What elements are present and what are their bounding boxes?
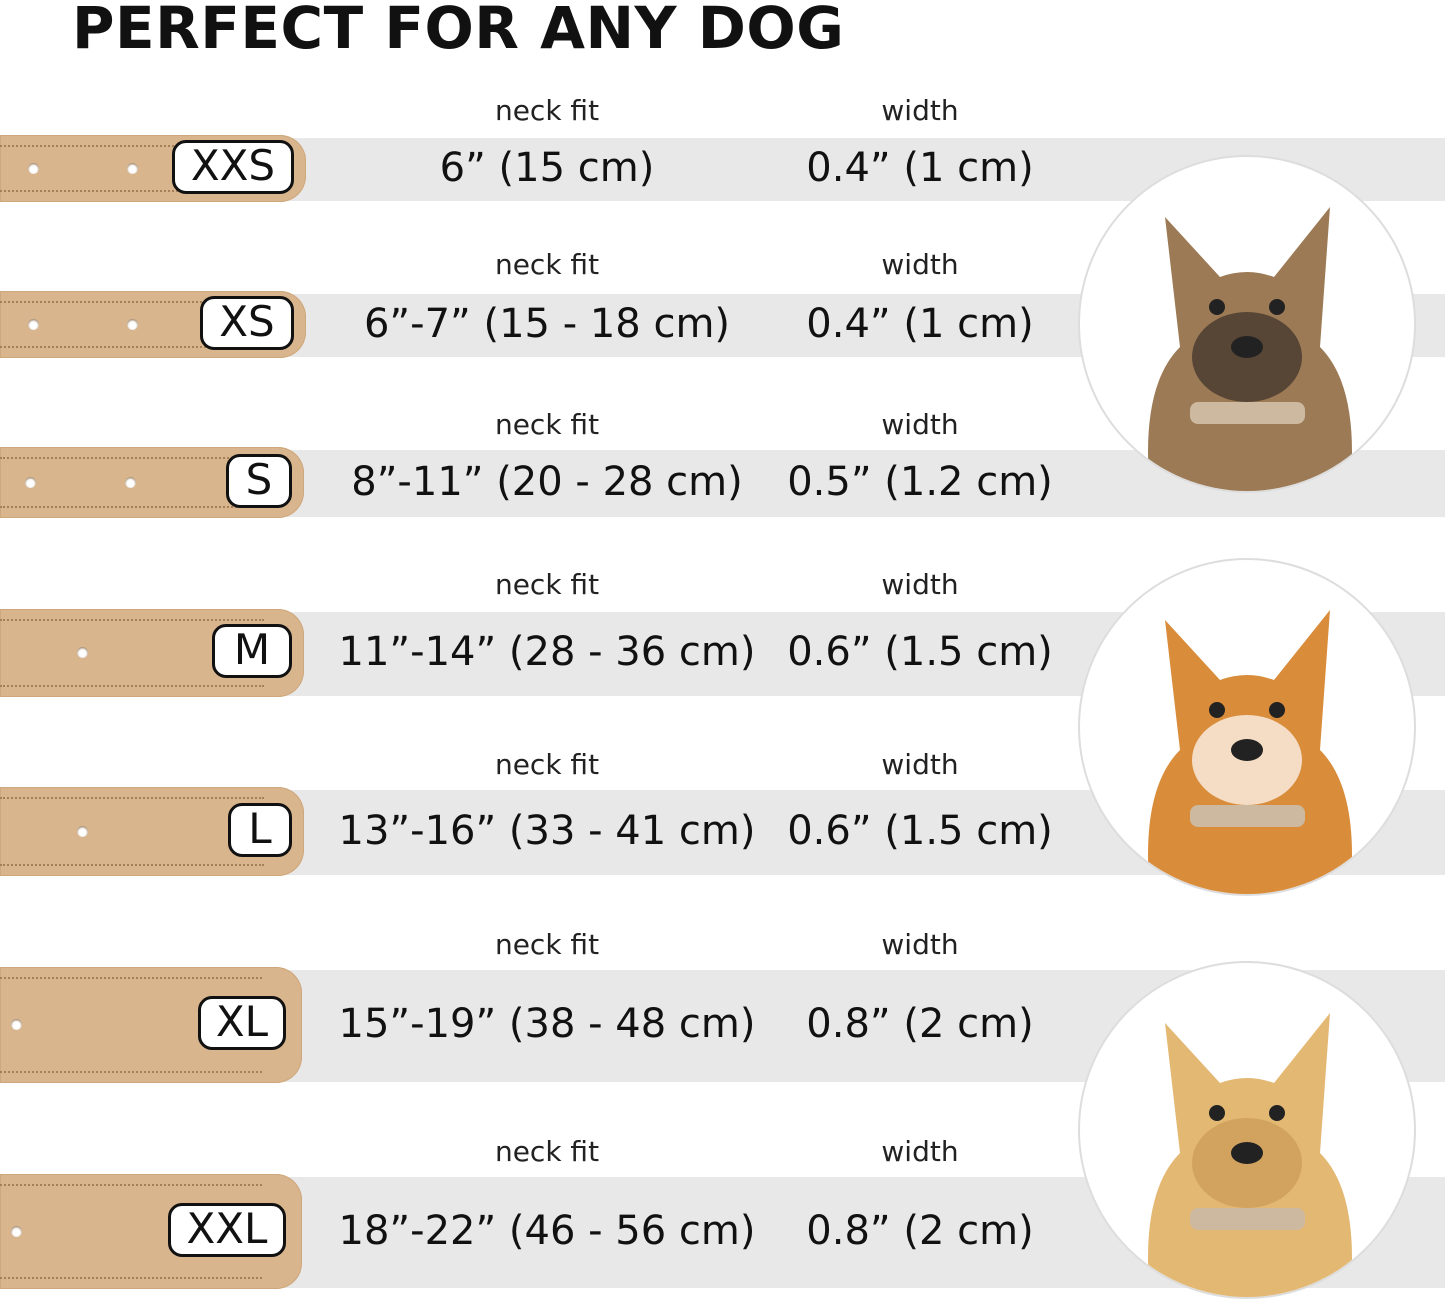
neck-fit-value: 8”-11” (20 - 28 cm) — [351, 458, 743, 505]
width-label: width — [881, 408, 959, 441]
size-badge: XXL — [168, 1202, 286, 1257]
neck-fit-label: neck fit — [494, 928, 600, 961]
neck-fit-label: neck fit — [494, 748, 600, 781]
neck-fit-label: neck fit — [494, 94, 600, 127]
size-badge: XXS — [172, 139, 294, 194]
page-title: PERFECT FOR ANY DOG — [72, 0, 845, 62]
size-badge: S — [226, 453, 292, 508]
stitching — [0, 1184, 262, 1186]
collar-hole — [77, 647, 88, 658]
neck-fit-value: 6”-7” (15 - 18 cm) — [363, 300, 731, 347]
stitching — [0, 797, 264, 799]
stitching — [0, 506, 264, 508]
width-label: width — [881, 248, 959, 281]
collar-image: S — [0, 447, 304, 518]
stitching — [0, 457, 264, 459]
stitching — [0, 619, 264, 621]
collar-image: XS — [0, 291, 306, 358]
neck-fit-value: 6” (15 cm) — [439, 144, 655, 191]
collar-hole — [125, 476, 136, 488]
size-badge: XS — [200, 295, 294, 350]
size-badge: M — [212, 624, 292, 678]
neck-fit-label: neck fit — [494, 248, 600, 281]
neck-fit-value: 11”-14” (28 - 36 cm) — [338, 629, 756, 675]
collar-image: XXL — [0, 1174, 302, 1289]
width-value: 0.8” (2 cm) — [806, 1207, 1034, 1254]
neck-fit-value: 18”-22” (46 - 56 cm) — [338, 1207, 756, 1254]
collar-image: L — [0, 787, 304, 876]
stitching — [0, 977, 262, 979]
collar-hole — [25, 476, 36, 488]
collar-hole — [28, 318, 39, 330]
width-label: width — [881, 1135, 959, 1168]
collar-image: XL — [0, 967, 302, 1083]
size-badge: XL — [198, 996, 286, 1050]
width-value: 0.8” (2 cm) — [806, 1001, 1034, 1047]
width-label: width — [881, 748, 959, 781]
stitching — [0, 301, 266, 303]
collar-image: M — [0, 609, 304, 697]
width-value: 0.6” (1.5 cm) — [787, 807, 1053, 854]
width-label: width — [881, 928, 959, 961]
stitching — [0, 145, 266, 147]
collar-image: XXS — [0, 135, 306, 202]
neck-fit-value: 15”-19” (38 - 48 cm) — [338, 1001, 756, 1047]
collar-hole — [127, 318, 138, 330]
size-badge: L — [228, 802, 292, 857]
corgi-dog-photo — [1078, 558, 1416, 896]
neck-fit-label: neck fit — [494, 568, 600, 601]
terrier-dog-photo — [1078, 155, 1416, 493]
stitching — [0, 1277, 262, 1279]
stitching — [0, 864, 264, 866]
width-value: 0.4” (1 cm) — [806, 300, 1034, 347]
stitching — [0, 346, 266, 348]
stitching — [0, 190, 266, 192]
width-label: width — [881, 94, 959, 127]
width-value: 0.6” (1.5 cm) — [787, 629, 1053, 675]
collar-hole — [28, 162, 39, 174]
collar-hole — [127, 162, 138, 174]
width-value: 0.4” (1 cm) — [806, 144, 1034, 191]
neck-fit-label: neck fit — [494, 408, 600, 441]
neck-fit-label: neck fit — [494, 1135, 600, 1168]
neck-fit-value: 13”-16” (33 - 41 cm) — [338, 807, 756, 854]
stitching — [0, 1071, 262, 1073]
stitching — [0, 685, 264, 687]
width-label: width — [881, 568, 959, 601]
collar-hole — [11, 1225, 22, 1237]
collar-hole — [11, 1019, 22, 1030]
width-value: 0.5” (1.2 cm) — [787, 458, 1053, 505]
labrador-dog-photo — [1078, 961, 1416, 1299]
collar-hole — [77, 825, 88, 837]
